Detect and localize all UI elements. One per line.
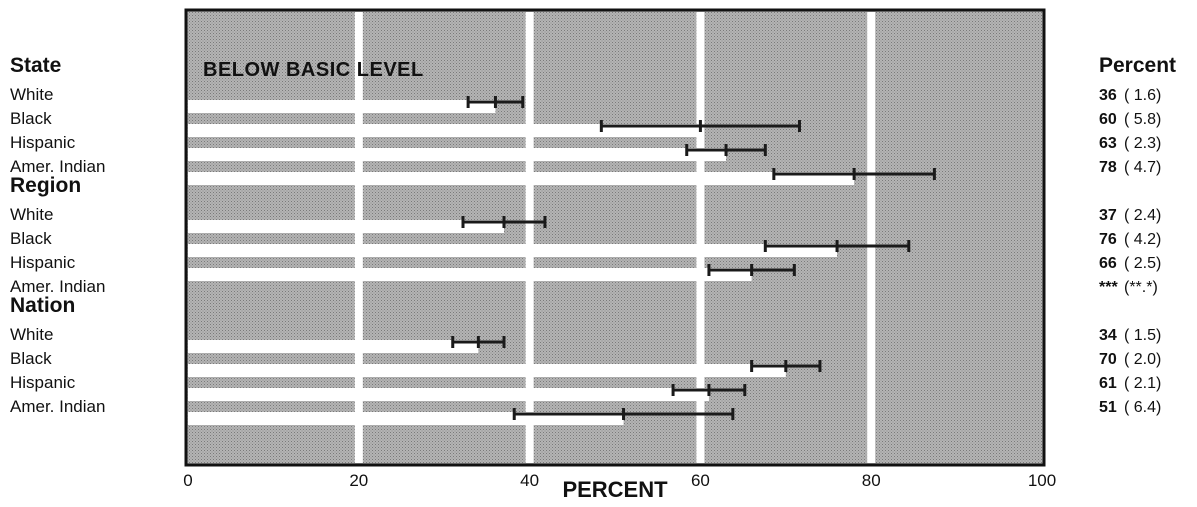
value-label: 66( 2.5) [1099,255,1161,272]
category-label: Amer. Indian [10,397,105,416]
error-bar [466,96,525,108]
gridline [354,12,363,463]
value-label: 51( 6.4) [1099,399,1161,416]
gridline [867,12,876,463]
category-label: Hispanic [10,373,76,392]
x-tick-label: 20 [349,471,368,490]
error-bar [763,240,911,252]
bar [188,100,496,113]
error-bar [671,384,747,396]
x-axis-label: PERCENT [562,477,668,502]
value-label: 60( 5.8) [1099,111,1161,128]
gridline [696,12,705,463]
bar [188,244,838,257]
bar [188,340,479,353]
gridline [525,12,534,463]
category-label: Black [10,349,52,368]
error-bar [451,336,506,348]
value-label: 34( 1.5) [1099,327,1161,344]
x-tick-label: 80 [862,471,881,490]
category-label: Amer. Indian [10,277,105,296]
panel-title: BELOW BASIC LEVEL [203,59,424,81]
value-label: 78( 4.7) [1099,159,1161,176]
category-label: Black [10,109,52,128]
category-label: White [10,205,53,224]
category-label: Hispanic [10,133,76,152]
bar [188,268,752,281]
category-label: White [10,325,53,344]
x-tick-label: 60 [691,471,710,490]
bar [188,220,504,233]
bar [188,124,701,137]
x-tick-label: 100 [1028,471,1056,490]
value-label: *** (**.*) [1099,279,1158,296]
value-column-header: Percent [1099,54,1176,77]
bar [188,364,786,377]
value-label: 61( 2.1) [1099,375,1161,392]
value-label: 36( 1.6) [1099,87,1161,104]
error-bar [707,264,796,276]
value-label: 76( 4.2) [1099,231,1161,248]
error-bar [461,216,547,228]
bar [188,388,709,401]
group-label: Region [10,174,81,197]
error-bar [772,168,936,180]
value-label: 70( 2.0) [1099,351,1161,368]
value-label: 37( 2.4) [1099,207,1161,224]
category-label: Black [10,229,52,248]
category-label: White [10,85,53,104]
error-bar [685,144,767,156]
category-label: Hispanic [10,253,76,272]
bar [188,172,855,185]
value-label: 63( 2.3) [1099,135,1161,152]
x-tick-label: 0 [183,471,192,490]
category-label: Amer. Indian [10,157,105,176]
error-bar [599,120,801,132]
error-bar [750,360,822,372]
error-bar [512,408,735,420]
x-tick-label: 40 [520,471,539,490]
group-label: Nation [10,294,75,317]
bar [188,148,727,161]
group-label: State [10,54,61,77]
